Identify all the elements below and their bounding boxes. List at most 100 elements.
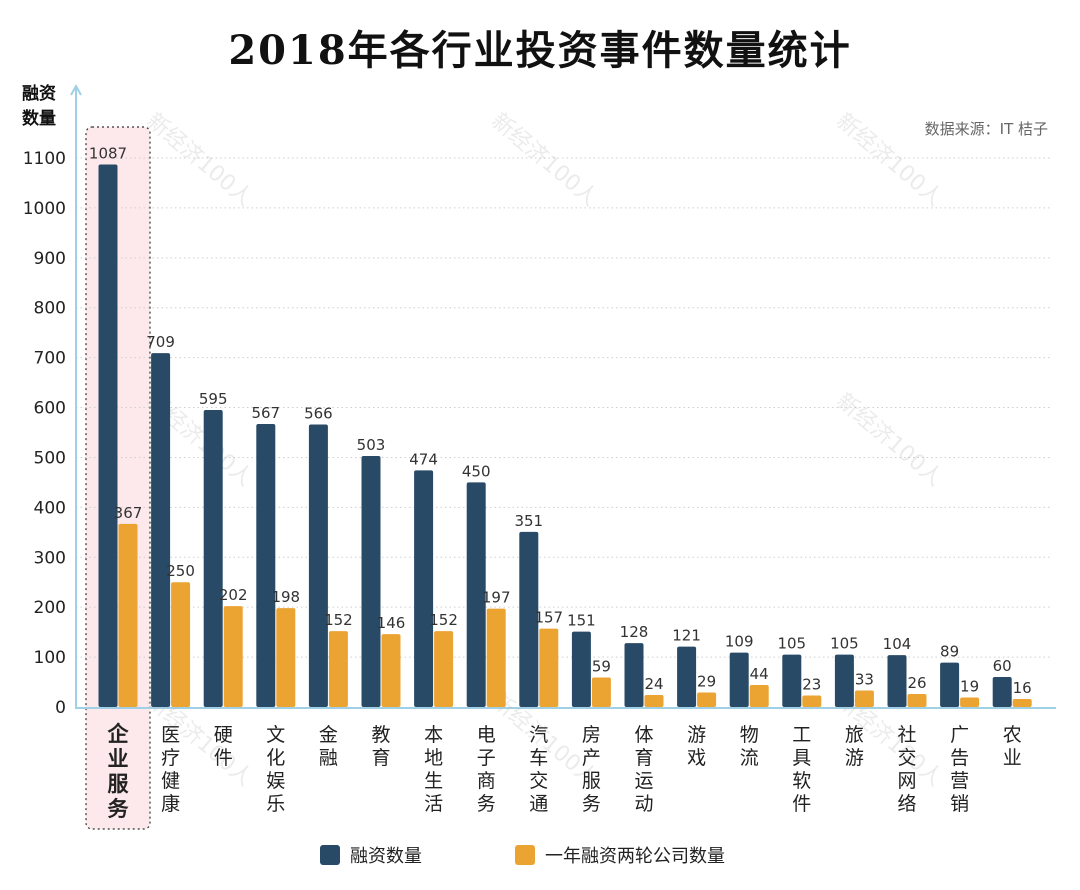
x-category-label: 体育运动 <box>634 724 653 815</box>
value-label-two-rounds: 197 <box>482 589 511 607</box>
x-category-label: 游戏 <box>687 724 706 769</box>
value-label-financing: 595 <box>199 390 228 408</box>
legend-label-two-rounds: 一年融资两轮公司数量 <box>545 846 725 867</box>
y-axis-arrow <box>70 83 82 96</box>
x-category-label: 硬件 <box>214 724 233 769</box>
y-axis-title: 融资数量 <box>22 84 56 129</box>
legend-item-two-rounds: 一年融资两轮公司数量 <box>515 842 725 868</box>
bar-two-rounds <box>802 695 822 707</box>
legend-swatch-financing <box>320 845 340 865</box>
bar-financing <box>624 643 644 707</box>
y-tick-label: 1000 <box>23 199 66 219</box>
legend-item-financing: 融资数量 <box>320 842 422 868</box>
bar-financing <box>571 631 591 707</box>
value-label-financing: 104 <box>883 635 912 653</box>
bar-two-rounds <box>118 523 138 707</box>
value-label-two-rounds: 198 <box>271 588 300 606</box>
watermark-text: 新经济100人 <box>141 109 257 212</box>
value-label-two-rounds: 157 <box>534 609 563 627</box>
value-label-financing: 109 <box>725 633 754 651</box>
value-label-two-rounds: 16 <box>1013 679 1032 697</box>
data-source-note: 数据来源：IT 桔子 <box>924 120 1048 138</box>
x-category-label: 企业服务 <box>107 722 130 821</box>
value-label-financing: 351 <box>514 512 543 530</box>
bar-two-rounds <box>960 697 980 707</box>
value-label-two-rounds: 152 <box>324 611 353 629</box>
x-category-label: 教育 <box>371 724 390 769</box>
bar-two-rounds <box>697 692 717 707</box>
value-label-two-rounds: 19 <box>960 678 979 696</box>
bar-two-rounds <box>171 582 191 707</box>
bar-financing <box>361 455 381 707</box>
x-category-label: 电子商务 <box>477 724 496 815</box>
value-label-two-rounds: 26 <box>907 674 926 692</box>
chart-title: 2018年各行业投资事件数量统计 <box>228 27 852 74</box>
bar-two-rounds <box>907 694 927 707</box>
y-tick-label: 400 <box>34 498 66 518</box>
value-label-two-rounds: 44 <box>750 665 769 683</box>
bar-financing <box>203 410 223 707</box>
bar-financing <box>992 677 1012 707</box>
value-label-financing: 121 <box>672 627 701 645</box>
y-tick-label: 900 <box>34 249 66 269</box>
bar-financing <box>677 646 697 707</box>
watermark-text: 新经济100人 <box>486 109 602 212</box>
x-category-label: 汽车交通 <box>529 724 548 815</box>
y-tick-label: 100 <box>34 648 66 668</box>
value-label-two-rounds: 33 <box>855 671 874 689</box>
y-tick-label: 0 <box>55 698 66 718</box>
bar-financing <box>887 655 907 707</box>
value-label-two-rounds: 152 <box>429 611 458 629</box>
y-tick-label: 200 <box>34 598 66 618</box>
watermark-text: 新经济100人 <box>831 389 947 492</box>
value-label-financing: 450 <box>462 462 491 480</box>
bar-financing <box>834 654 854 707</box>
value-label-financing: 151 <box>567 612 596 630</box>
value-label-financing: 105 <box>777 635 806 653</box>
value-label-financing: 566 <box>304 405 333 423</box>
value-label-two-rounds: 250 <box>166 562 195 580</box>
y-tick-label: 700 <box>34 349 66 369</box>
bar-financing <box>256 424 276 707</box>
value-label-financing: 709 <box>146 333 175 351</box>
value-label-two-rounds: 367 <box>114 504 143 522</box>
value-label-financing: 474 <box>409 450 438 468</box>
x-category-label: 金融 <box>319 724 338 769</box>
bar-two-rounds <box>749 685 769 707</box>
value-label-two-rounds: 59 <box>592 658 611 676</box>
value-label-two-rounds: 24 <box>644 675 663 693</box>
bar-financing <box>308 424 328 707</box>
y-tick-label: 600 <box>34 399 66 419</box>
legend-label-financing: 融资数量 <box>350 846 422 867</box>
value-label-financing: 105 <box>830 635 859 653</box>
watermark-text: 新经济100人 <box>831 109 947 212</box>
y-tick-label: 800 <box>34 299 66 319</box>
bar-financing <box>151 353 171 707</box>
bar-two-rounds <box>434 631 454 707</box>
y-tick-label: 1100 <box>23 149 66 169</box>
value-label-two-rounds: 146 <box>377 614 406 632</box>
x-category-label: 房产服务 <box>582 724 601 815</box>
value-label-two-rounds: 23 <box>802 676 821 694</box>
value-label-two-rounds: 29 <box>697 673 716 691</box>
x-category-label: 工具软件 <box>792 724 811 815</box>
bar-two-rounds <box>381 634 401 707</box>
legend: 融资数量 一年融资两轮公司数量 <box>0 842 1080 870</box>
value-label-financing: 1087 <box>89 144 127 162</box>
bar-financing <box>98 164 118 708</box>
bar-financing <box>519 531 539 707</box>
value-label-financing: 503 <box>357 436 386 454</box>
bar-two-rounds <box>854 690 874 707</box>
x-category-label: 医疗健康 <box>161 724 180 815</box>
bar-two-rounds <box>223 606 243 707</box>
x-category-label: 本地生活 <box>424 724 443 815</box>
value-label-financing: 60 <box>993 657 1012 675</box>
bar-financing <box>782 654 802 707</box>
value-label-financing: 567 <box>251 404 280 422</box>
legend-swatch-two-rounds <box>515 845 535 865</box>
bar-two-rounds <box>591 677 611 707</box>
bar-financing <box>414 470 434 707</box>
bar-two-rounds <box>644 695 664 707</box>
